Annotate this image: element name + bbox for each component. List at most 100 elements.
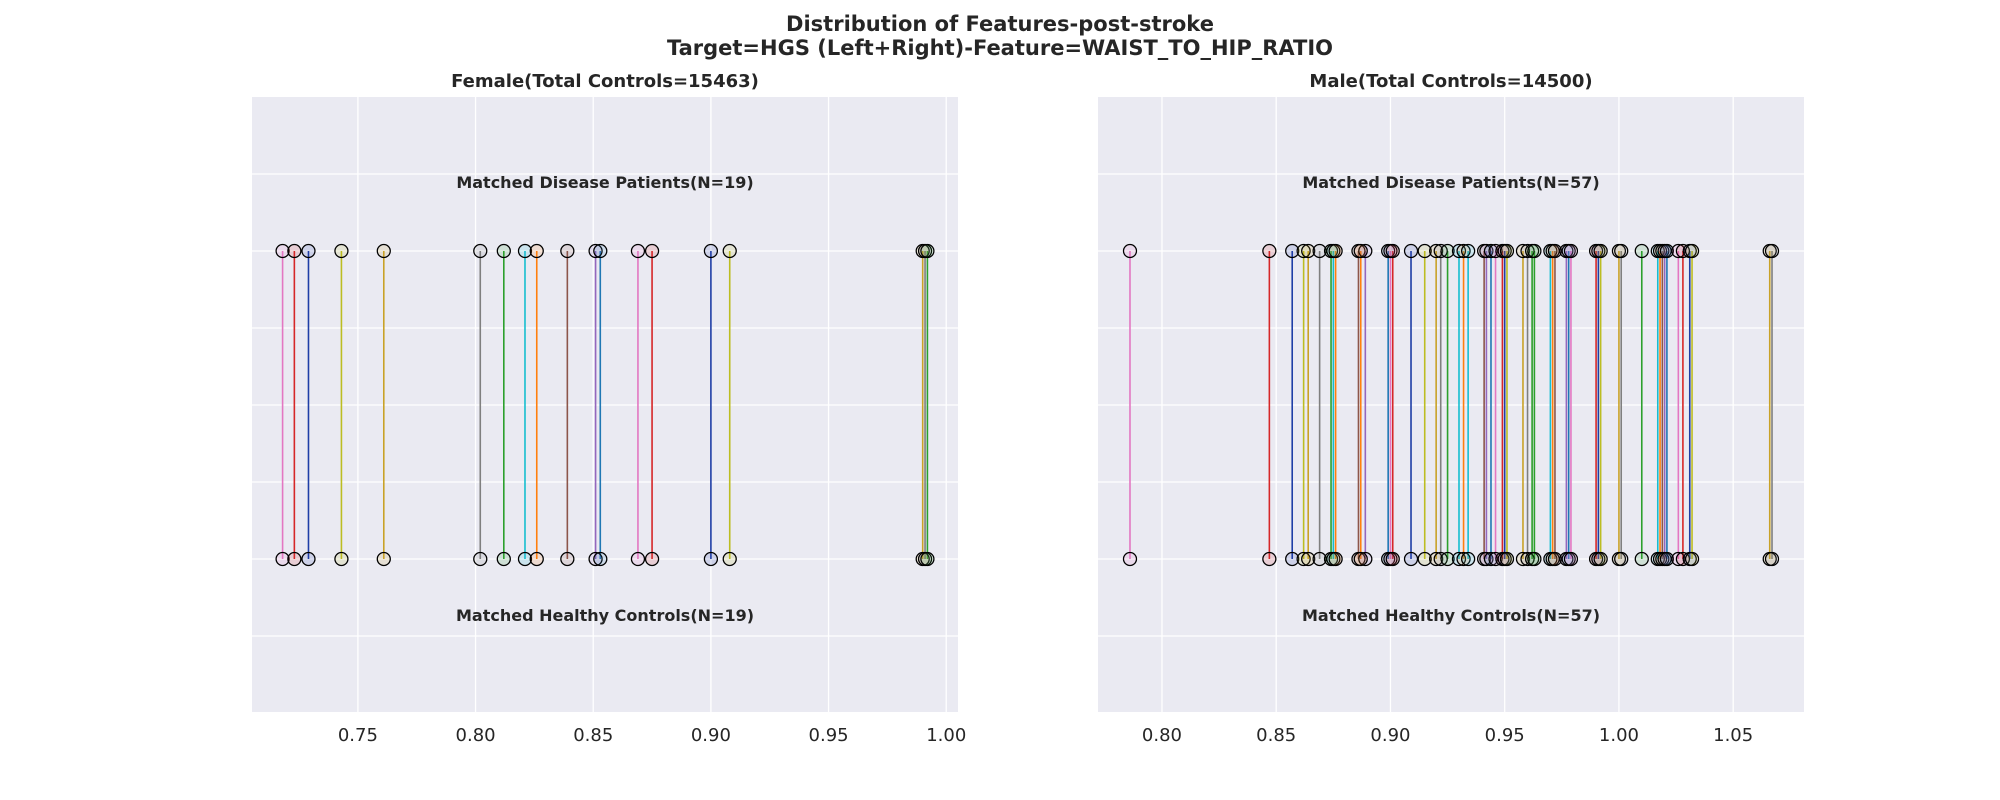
male-disease-point [1358,243,1373,259]
male-disease-point [1417,243,1432,259]
male-disease-point [1460,243,1476,259]
female-disease-point [301,243,316,259]
male-disease-point [1527,243,1542,259]
male-control-point [1285,551,1300,567]
male-control-point [1684,551,1700,567]
male-control-point [1671,551,1686,567]
female-stems [281,251,929,559]
male-disease-point [1684,243,1700,259]
male-xtick-label: 0.90 [1370,725,1410,746]
male-disease-label: Matched Disease Patients(N=57) [1302,173,1599,192]
male-disease-point [1499,243,1515,259]
male-xtick-label: 0.95 [1485,725,1525,746]
male-disease-point [1456,243,1471,259]
female-disease-point [287,243,302,259]
male-xtick-label: 0.85 [1256,725,1296,746]
male-disease-point [1328,243,1343,259]
male-control-point [1122,551,1138,567]
male-control-point [1262,551,1277,567]
female-control-point [275,551,290,567]
female-disease-point [588,243,603,259]
male-disease-point [1312,243,1327,259]
male-disease-point [1296,243,1311,259]
male-control-point [1527,551,1542,567]
male-disease-point [1671,243,1686,259]
female-control-point [473,551,488,567]
male-disease-point [1285,243,1300,259]
female-control-point [496,551,511,567]
male-disease-point [1614,243,1629,259]
male-disease-point [1122,243,1138,259]
male-control-point [1593,551,1608,567]
male-disease-point [1547,243,1563,259]
female-disease-point [722,243,737,259]
female-disease-point [560,243,575,259]
female-disease-point [644,243,660,259]
male-xtick-label: 1.05 [1713,725,1753,746]
male-control-point [1358,551,1373,567]
female-control-point [517,551,533,567]
male-panel-title: Male(Total Controls=14500) [1309,71,1592,92]
female-disease-point [920,243,935,259]
male-xtick-label: 1.00 [1599,725,1639,746]
male-control-point [1301,551,1316,567]
male-control-point [1353,551,1368,567]
female-control-point [560,551,575,567]
female-disease-point [496,243,511,259]
female-control-point [644,551,660,567]
male-markers [1122,243,1780,567]
male-disease-point [1634,243,1649,259]
female-control-point [920,551,935,567]
female-control-point [588,551,603,567]
male-control-point [1403,551,1419,567]
male-control-point [1483,551,1499,567]
female-xtick-label: 0.80 [456,725,496,746]
male-control-point [1456,551,1471,567]
male-control-point [1296,551,1311,567]
male-control-point [1312,551,1327,567]
male-disease-point [1428,243,1444,259]
male-control-point [1547,551,1563,567]
male-panel: 0.80 0.85 0.90 0.95 1.00 1.05 Male(Total Cont… [1098,71,1804,746]
male-disease-point [1262,243,1277,259]
female-disease-point [517,243,533,259]
female-control-point [529,551,544,567]
female-disease-point [630,243,646,259]
female-control-point [376,551,391,567]
male-control-point [1428,551,1444,567]
male-disease-point [1385,243,1400,259]
female-xtick-label: 0.95 [809,725,849,746]
male-control-point [1614,551,1629,567]
male-control-point [1328,551,1343,567]
male-disease-point [1593,243,1608,259]
male-control-point [1499,551,1515,567]
female-xtick-label: 1.00 [926,725,966,746]
female-control-label: Matched Healthy Controls(N=19) [456,606,754,625]
female-control-point [287,551,302,567]
male-control-point [1659,551,1675,567]
male-disease-point [1440,243,1455,259]
female-control-point [630,551,646,567]
female-disease-point [703,243,719,259]
male-control-point [1634,551,1649,567]
male-disease-point [1659,243,1675,259]
male-control-label: Matched Healthy Controls(N=57) [1302,606,1600,625]
female-disease-point [275,243,290,259]
male-control-point [1764,551,1780,567]
female-panel: 0.75 0.80 0.85 0.90 0.95 1.00 Female(Total Co… [252,71,966,746]
male-control-point [1417,551,1432,567]
male-disease-point [1301,243,1316,259]
male-disease-point [1563,243,1579,259]
male-disease-point [1353,243,1368,259]
female-control-point [301,551,316,567]
male-stems [1129,251,1773,559]
figure-title-line2: Target=HGS (Left+Right)-Feature=WAIST_TO… [667,36,1333,60]
figure-title-line1: Distribution of Features-post-stroke [786,12,1214,36]
male-xtick-label: 0.80 [1142,725,1182,746]
female-xtick-label: 0.90 [691,725,731,746]
female-control-point [334,551,349,567]
male-disease-point [1483,243,1499,259]
female-xtick-label: 0.75 [338,725,378,746]
male-control-point [1563,551,1579,567]
